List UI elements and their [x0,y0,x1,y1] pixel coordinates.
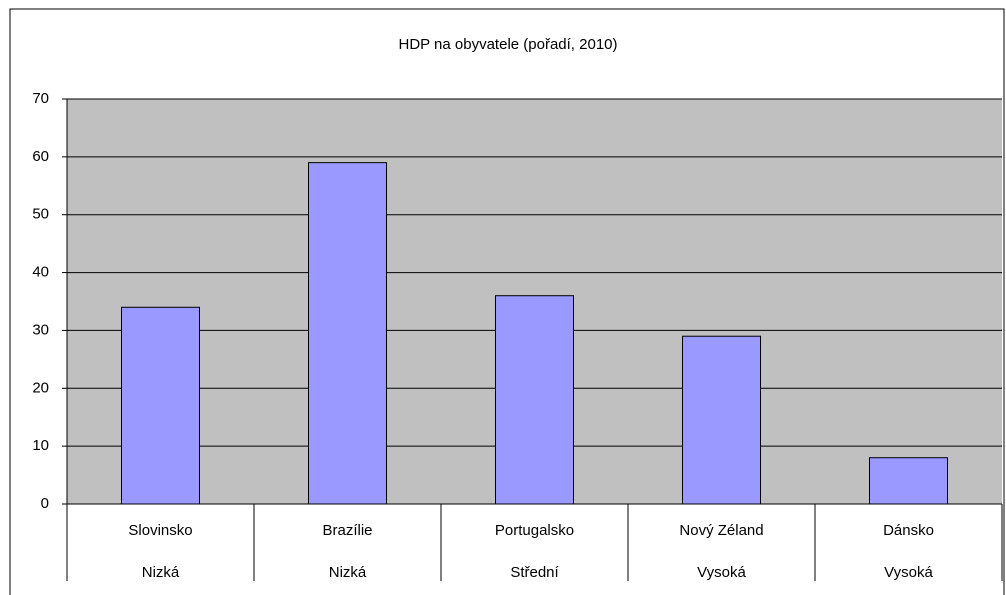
y-tick-label: 50 [32,206,49,223]
bar [869,457,948,505]
chart-title: HDP na obyvatele (pořadí, 2010) [398,36,617,53]
x-tick-label: Portugalsko [495,522,574,539]
x-group-label: Vysoká [884,564,933,581]
y-tick-label: 20 [32,379,49,396]
bar [682,335,761,505]
y-tick-label: 70 [32,90,49,107]
y-tick-label: 40 [32,264,49,281]
y-tick-label: 30 [32,321,49,338]
bar [495,295,574,505]
x-tick-label: Slovinsko [128,522,192,539]
x-group-label: Nizká [329,564,367,581]
bar [308,162,387,505]
x-tick-label: Brazílie [322,522,372,539]
y-tick-label: 10 [32,437,49,454]
x-tick-label: Dánsko [883,522,934,539]
x-group-label: Nizká [142,564,180,581]
y-tick-label: 0 [41,495,49,512]
x-group-label: Střední [510,564,559,581]
x-group-label: Vysoká [697,564,746,581]
bar [121,306,200,505]
x-tick-label: Nový Zéland [679,522,763,539]
y-tick-label: 60 [32,148,49,165]
